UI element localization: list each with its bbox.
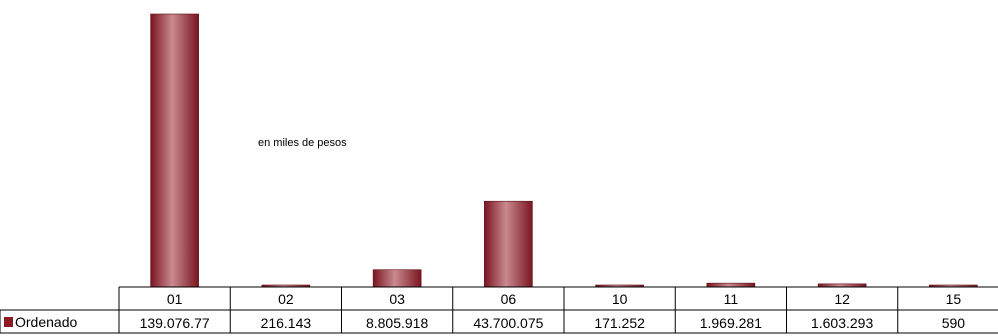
category-label-15: 15 — [946, 291, 962, 307]
category-label-12: 12 — [834, 291, 850, 307]
category-label-06: 06 — [501, 291, 517, 307]
category-label-01: 01 — [167, 291, 183, 307]
value-label-10: 171.252 — [594, 315, 645, 331]
value-label-15: 590 — [942, 315, 966, 331]
value-label-12: 1.603.293 — [811, 315, 873, 331]
data-table: 01 139.076.77 02 216.143 03 8.805.918 06 43.700… — [0, 286, 998, 334]
units-annotation: en miles de pesos — [258, 137, 347, 149]
category-label-03: 03 — [389, 291, 405, 307]
category-label-02: 02 — [278, 291, 294, 307]
bar-06 — [484, 200, 533, 288]
bar-03 — [372, 269, 422, 288]
category-label-11: 11 — [724, 291, 739, 307]
value-label-01: 139.076.77 — [140, 315, 210, 331]
category-label-10: 10 — [612, 291, 628, 307]
bars-group — [150, 13, 978, 288]
bar-01 — [150, 13, 199, 288]
legend-key — [4, 317, 13, 327]
bar-11 — [706, 282, 756, 288]
value-label-02: 216.143 — [261, 315, 312, 331]
value-label-06: 43.700.075 — [473, 315, 543, 331]
value-label-03: 8.805.918 — [366, 315, 428, 331]
value-label-11: 1.969.281 — [700, 315, 762, 331]
legend-label: Ordenado — [15, 314, 77, 330]
